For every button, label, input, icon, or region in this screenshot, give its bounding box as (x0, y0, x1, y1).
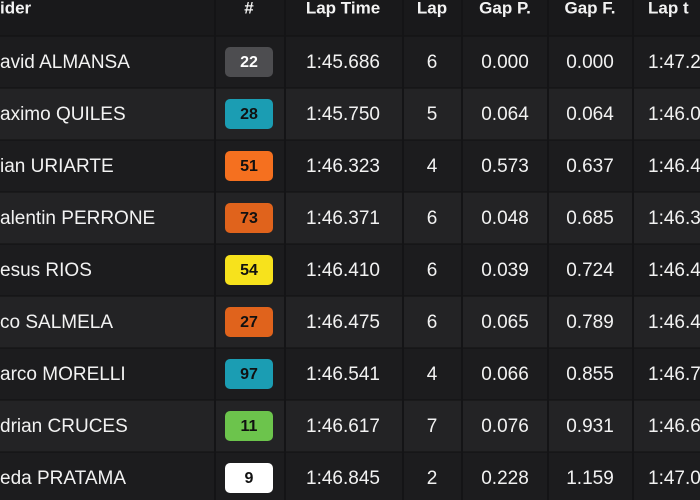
lap-time: 1:46.410 (306, 260, 380, 281)
rider: alentin PERRONE (0, 208, 155, 229)
rider-number: 27 (240, 314, 258, 331)
gap-f: 0.637 (566, 156, 614, 177)
gap-p: 0.000 (481, 52, 529, 73)
rider-number: 73 (240, 210, 258, 227)
gap-f: 0.855 (566, 364, 614, 385)
row-background (0, 296, 700, 348)
column-header: # (244, 0, 254, 17)
lap: 2 (427, 468, 438, 489)
lap-t: 1:46.7 (648, 364, 700, 385)
gap-p: 0.076 (481, 416, 529, 437)
row-background (0, 88, 700, 140)
lap-t: 1:46.6 (648, 416, 700, 437)
row-background (0, 36, 700, 88)
column-header: Gap F. (564, 0, 615, 17)
gap-f: 0.724 (566, 260, 614, 281)
lap-time: 1:45.686 (306, 52, 380, 73)
lap-time: 1:45.750 (306, 104, 380, 125)
lap-t: 1:47.0 (648, 468, 700, 489)
rider-number-badge (225, 151, 273, 181)
rider-number-badge (225, 47, 273, 77)
gap-f: 0.000 (566, 52, 614, 73)
lap-t: 1:46.4 (648, 156, 700, 177)
rider: esus RIOS (0, 260, 92, 281)
lap-t: 1:46.4 (648, 260, 700, 281)
gap-p: 0.064 (481, 104, 529, 125)
rider: aximo QUILES (0, 104, 126, 125)
gap-p: 0.066 (481, 364, 529, 385)
rider-number: 22 (240, 54, 258, 71)
lap: 5 (427, 104, 438, 125)
row-background (0, 348, 700, 400)
rider-number: 9 (245, 470, 254, 487)
column-header: Lap Time (306, 0, 380, 17)
row-background (0, 244, 700, 296)
gap-f: 0.931 (566, 416, 614, 437)
lap: 6 (427, 312, 438, 333)
lap: 6 (427, 208, 438, 229)
rider-number: 51 (240, 158, 258, 175)
column-header: Lap (417, 0, 447, 17)
rider: ian URIARTE (0, 156, 114, 177)
gap-f: 1.159 (566, 468, 614, 489)
rider-number-badge (225, 99, 273, 129)
rider: eda PRATAMA (0, 468, 126, 489)
rider-number-badge (225, 203, 273, 233)
rider-number: 54 (240, 262, 258, 279)
header-row (0, 0, 700, 36)
gap-p: 0.039 (481, 260, 529, 281)
lap-time: 1:46.541 (306, 364, 380, 385)
row-background (0, 140, 700, 192)
column-header: Gap P. (479, 0, 531, 17)
column-header: Lap t (648, 0, 689, 17)
rider: co SALMELA (0, 312, 113, 333)
lap-t: 1:47.2 (648, 52, 700, 73)
column-header: ider (0, 0, 32, 17)
rider-number-badge (225, 411, 273, 441)
gap-p: 0.065 (481, 312, 529, 333)
gap-p: 0.573 (481, 156, 529, 177)
lap: 4 (427, 156, 438, 177)
lap: 7 (427, 416, 438, 437)
lap: 6 (427, 52, 438, 73)
lap-t: 1:46.0 (648, 104, 700, 125)
row-background (0, 192, 700, 244)
rider: avid ALMANSA (0, 52, 130, 73)
row-background (0, 452, 700, 500)
gap-p: 0.228 (481, 468, 529, 489)
lap-time: 1:46.617 (306, 416, 380, 437)
lap: 4 (427, 364, 438, 385)
gap-p: 0.048 (481, 208, 529, 229)
lap-time: 1:46.371 (306, 208, 380, 229)
lap-time: 1:46.845 (306, 468, 380, 489)
lap-t: 1:46.3 (648, 208, 700, 229)
rider: arco MORELLI (0, 364, 126, 385)
lap-time: 1:46.323 (306, 156, 380, 177)
lap: 6 (427, 260, 438, 281)
rider-number-badge (225, 463, 273, 493)
rider-number: 11 (241, 418, 258, 435)
gap-f: 0.789 (566, 312, 614, 333)
rider-number-badge (225, 307, 273, 337)
rider-number-badge (225, 255, 273, 285)
gap-f: 0.064 (566, 104, 614, 125)
gap-f: 0.685 (566, 208, 614, 229)
row-background (0, 400, 700, 452)
rider-number-badge (225, 359, 273, 389)
lap-t: 1:46.4 (648, 312, 700, 333)
rider: drian CRUCES (0, 416, 128, 437)
rider-number: 28 (240, 106, 258, 123)
lap-time: 1:46.475 (306, 312, 380, 333)
rider-number: 97 (240, 366, 258, 383)
